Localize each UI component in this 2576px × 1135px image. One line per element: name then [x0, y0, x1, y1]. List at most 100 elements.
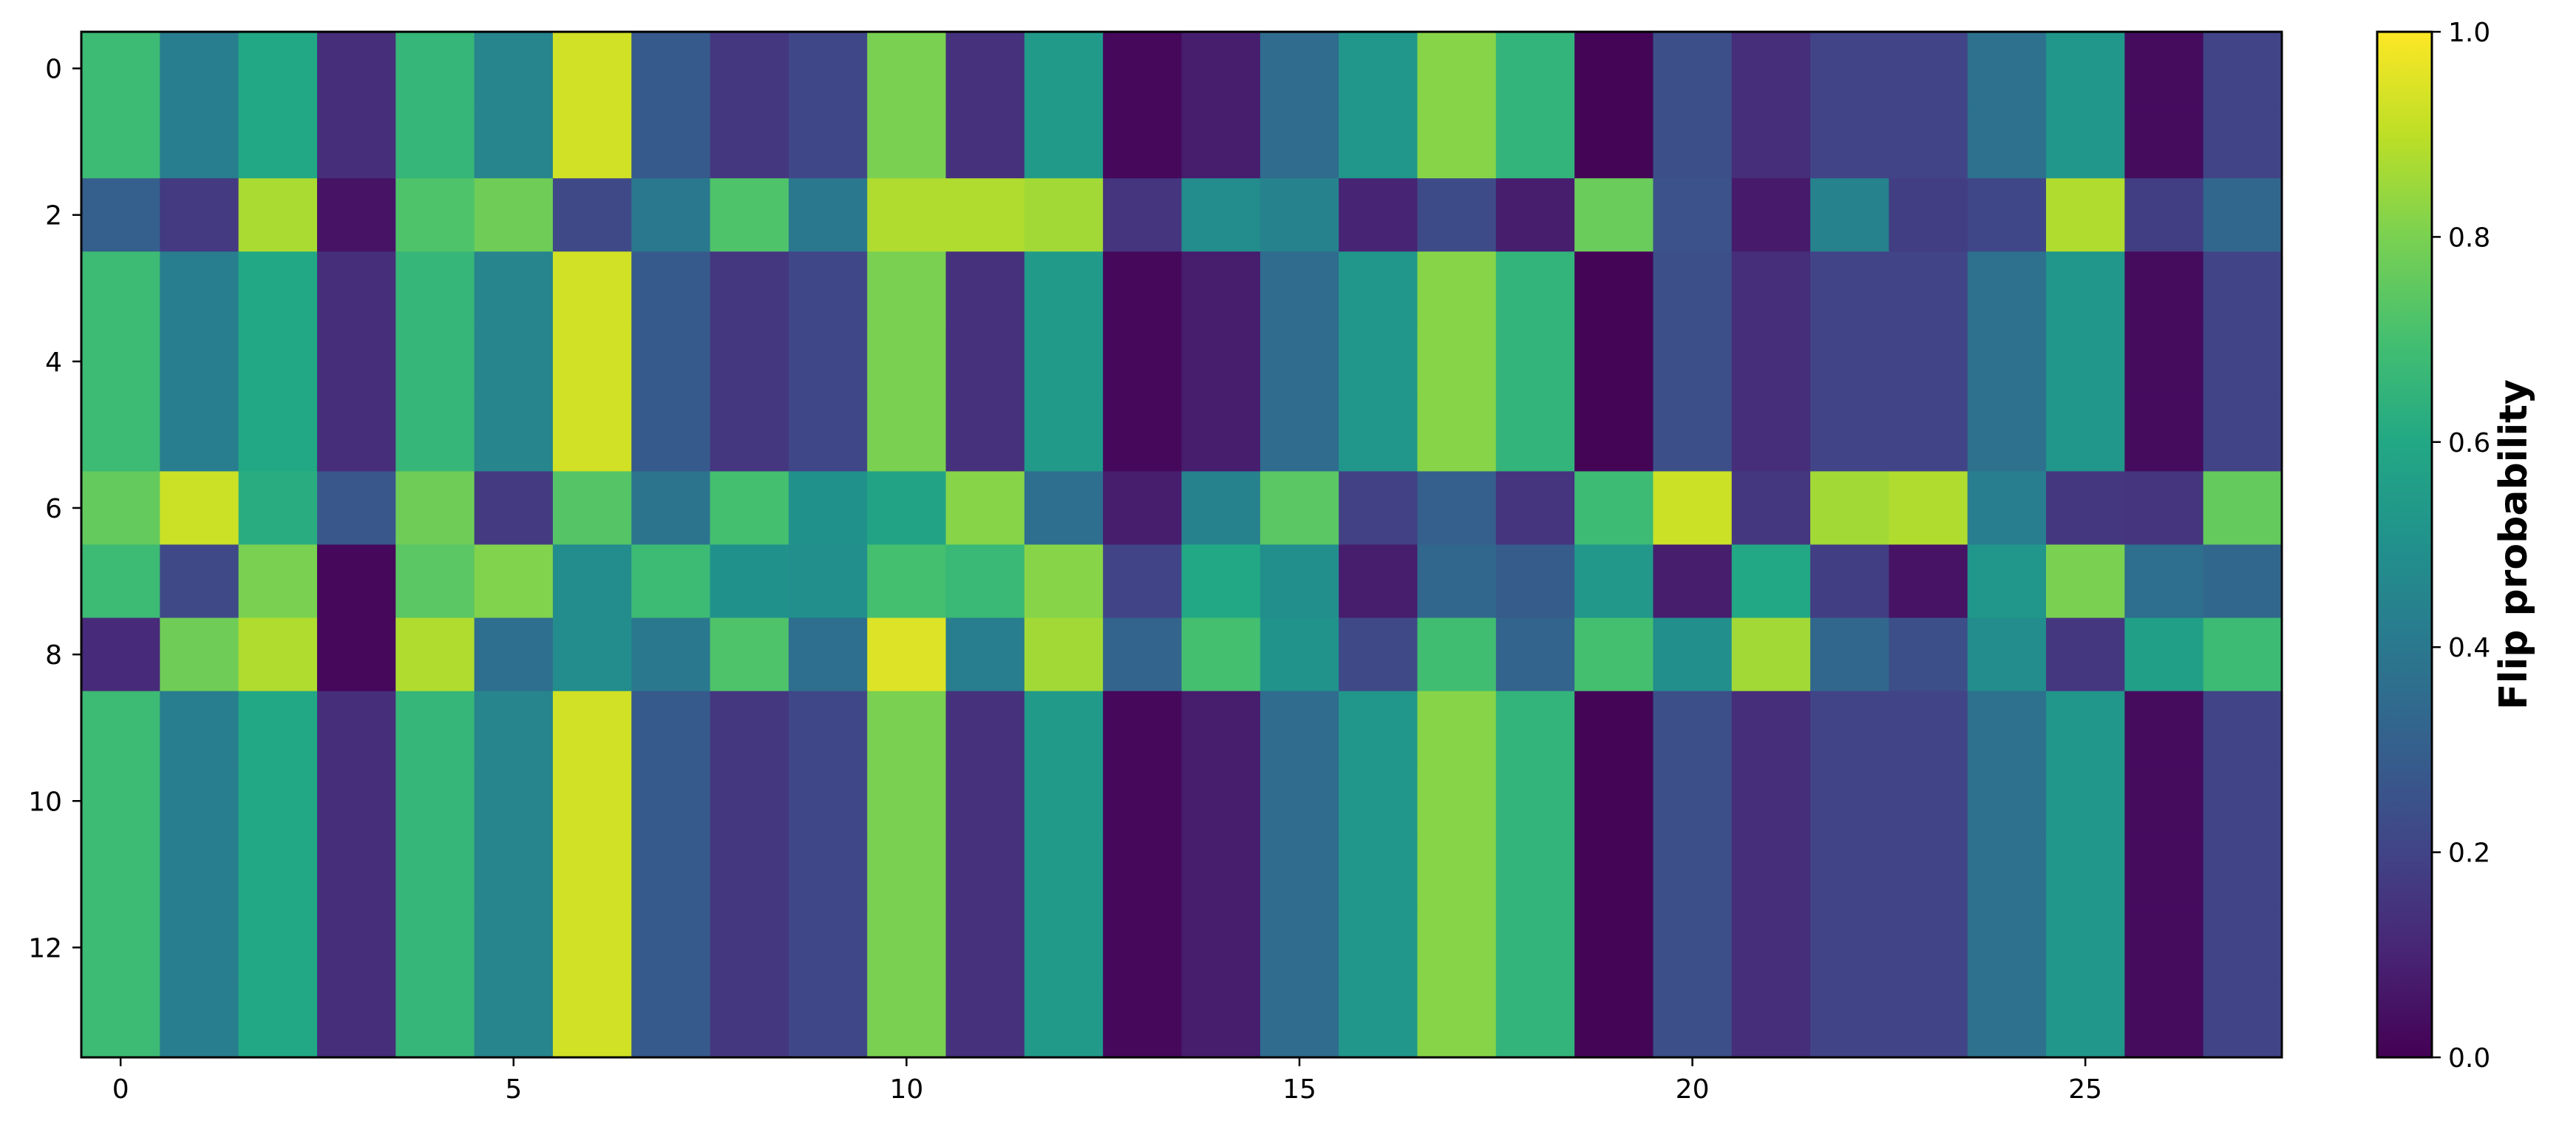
heatmap-cell-r12-c14	[1181, 910, 1261, 985]
heatmap-cell-r8-c6	[552, 617, 632, 692]
heatmap-cell-r10-c1	[160, 764, 239, 838]
heatmap-cell-r3-c0	[81, 251, 160, 325]
heatmap-cell-r4-c17	[1417, 325, 1497, 399]
heatmap-cell-r9-c12	[1024, 691, 1104, 765]
heatmap-cell-r6-c13	[1103, 471, 1183, 546]
heatmap-cell-r0-c16	[1339, 32, 1418, 106]
heatmap-cell-r5-c7	[631, 398, 711, 472]
heatmap-cell-r5-c10	[867, 398, 947, 472]
heatmap-cell-r11-c21	[1731, 837, 1811, 912]
heatmap-cell-r7-c18	[1495, 544, 1575, 619]
heatmap-cell-r3-c9	[788, 251, 868, 325]
heatmap-cell-r6-c10	[867, 471, 947, 546]
heatmap-cell-r12-c22	[1810, 910, 1889, 985]
heatmap-cell-r6-c18	[1495, 471, 1575, 546]
heatmap-cell-r3-c16	[1339, 251, 1418, 325]
heatmap-cell-r7-c9	[788, 544, 868, 619]
heatmap-cell-r13-c10	[867, 983, 947, 1058]
heatmap-cell-r1-c19	[1574, 105, 1654, 179]
heatmap-cell-r13-c0	[81, 983, 160, 1058]
heatmap-cell-r1-c16	[1339, 105, 1418, 179]
heatmap-cell-r2-c14	[1181, 178, 1261, 252]
heatmap-cell-r13-c21	[1731, 983, 1811, 1058]
heatmap-cell-r12-c17	[1417, 910, 1497, 985]
heatmap-cell-r4-c15	[1260, 325, 1339, 399]
heatmap-cell-r5-c13	[1103, 398, 1183, 472]
heatmap-cell-r1-c13	[1103, 105, 1183, 179]
heatmap-cell-r2-c17	[1417, 178, 1497, 252]
heatmap-cell-r10-c21	[1731, 764, 1811, 838]
heatmap-cell-r4-c27	[2203, 325, 2283, 399]
heatmap-cell-r11-c3	[316, 837, 396, 912]
heatmap-cell-r12-c24	[1967, 910, 2047, 985]
heatmap-cell-r10-c4	[395, 764, 475, 838]
heatmap-cell-r9-c6	[552, 691, 632, 765]
heatmap-cell-r10-c17	[1417, 764, 1497, 838]
heatmap-cell-r13-c6	[552, 983, 632, 1058]
heatmap-cell-r12-c11	[945, 910, 1025, 985]
heatmap-cell-r0-c17	[1417, 32, 1497, 106]
heatmap-cell-r9-c17	[1417, 691, 1497, 765]
heatmap-cell-r1-c21	[1731, 105, 1811, 179]
heatmap-cell-r4-c5	[474, 325, 554, 399]
heatmap-cell-r0-c18	[1495, 32, 1575, 106]
heatmap-cell-r6-c19	[1574, 471, 1654, 546]
heatmap-cell-r10-c12	[1024, 764, 1104, 838]
heatmap-cell-r4-c25	[2046, 325, 2125, 399]
heatmap-cell-r8-c25	[2046, 617, 2125, 692]
heatmap-cell-r9-c25	[2046, 691, 2125, 765]
heatmap-cell-r8-c24	[1967, 617, 2047, 692]
heatmap-cell-r2-c16	[1339, 178, 1418, 252]
heatmap-cell-r6-c12	[1024, 471, 1104, 546]
heatmap-cell-r13-c2	[238, 983, 318, 1058]
heatmap-cell-r12-c15	[1260, 910, 1339, 985]
heatmap-cell-r2-c1	[160, 178, 239, 252]
heatmap-cell-r12-c10	[867, 910, 947, 985]
y-tick-label: 10	[28, 787, 62, 817]
heatmap-cell-r8-c10	[867, 617, 947, 692]
heatmap-cell-r7-c13	[1103, 544, 1183, 619]
heatmap-cell-r11-c20	[1653, 837, 1733, 912]
heatmap-cell-r1-c25	[2046, 105, 2125, 179]
heatmap-cell-r1-c7	[631, 105, 711, 179]
heatmap-cell-r7-c6	[552, 544, 632, 619]
heatmap-cell-r4-c19	[1574, 325, 1654, 399]
heatmap-cell-r5-c8	[710, 398, 789, 472]
heatmap-cell-r7-c23	[1889, 544, 1968, 619]
heatmap-cell-r2-c23	[1889, 178, 1968, 252]
heatmap-cell-r13-c20	[1653, 983, 1733, 1058]
heatmap-cell-r12-c26	[2124, 910, 2204, 985]
heatmap-cell-r12-c25	[2046, 910, 2125, 985]
heatmap-cell-r5-c21	[1731, 398, 1811, 472]
heatmap-cell-r13-c14	[1181, 983, 1261, 1058]
heatmap-cell-r3-c18	[1495, 251, 1575, 325]
heatmap-cell-r0-c14	[1181, 32, 1261, 106]
heatmap-cell-r8-c11	[945, 617, 1025, 692]
heatmap-cell-r8-c20	[1653, 617, 1733, 692]
heatmap-cell-r8-c3	[316, 617, 396, 692]
heatmap-cell-r6-c3	[316, 471, 396, 546]
heatmap-cell-r3-c4	[395, 251, 475, 325]
heatmap-cell-r13-c7	[631, 983, 711, 1058]
heatmap-cell-r5-c3	[316, 398, 396, 472]
heatmap-cell-r7-c25	[2046, 544, 2125, 619]
heatmap-cell-r12-c27	[2203, 910, 2283, 985]
heatmap-cell-r6-c22	[1810, 471, 1889, 546]
heatmap-cell-r0-c25	[2046, 32, 2125, 106]
heatmap-cell-r8-c0	[81, 617, 160, 692]
heatmap-cell-r3-c25	[2046, 251, 2125, 325]
heatmap-cell-r10-c6	[552, 764, 632, 838]
heatmap-cell-r10-c9	[788, 764, 868, 838]
heatmap-cell-r11-c17	[1417, 837, 1497, 912]
heatmap-cell-r2-c24	[1967, 178, 2047, 252]
heatmap-cell-r9-c16	[1339, 691, 1418, 765]
heatmap-cell-r5-c18	[1495, 398, 1575, 472]
heatmap-cell-r11-c9	[788, 837, 868, 912]
heatmap-cell-r13-c3	[316, 983, 396, 1058]
heatmap-cell-r7-c10	[867, 544, 947, 619]
y-tick-label: 6	[45, 494, 62, 524]
heatmap-cell-r12-c6	[552, 910, 632, 985]
heatmap-cell-r1-c11	[945, 105, 1025, 179]
heatmap-cell-r11-c5	[474, 837, 554, 912]
